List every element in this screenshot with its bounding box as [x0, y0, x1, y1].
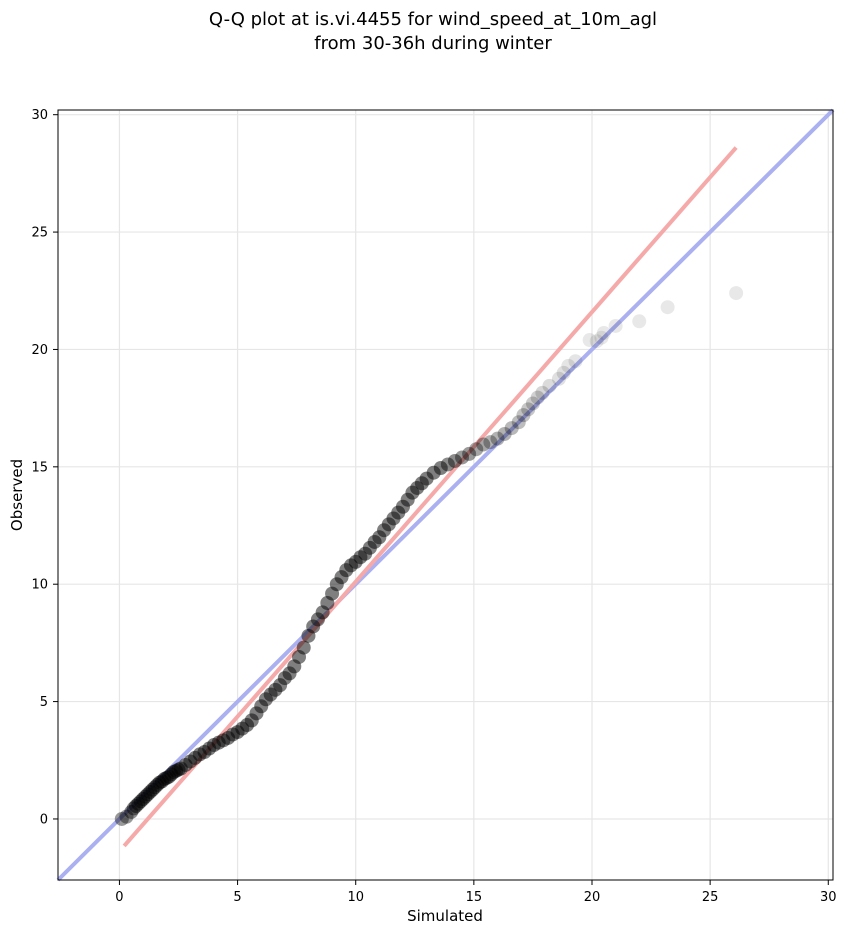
reference-lines: [56, 108, 835, 882]
y-axis-ticks: 0 5 10 15 20 25 30: [31, 108, 58, 827]
data-point: [469, 442, 484, 457]
x-tick-label: 0: [115, 890, 123, 905]
data-point: [455, 450, 470, 465]
grid-lines: [58, 110, 833, 880]
x-axis-label: Simulated: [407, 907, 483, 925]
data-point: [476, 437, 491, 452]
data-point: [582, 333, 597, 348]
x-axis-ticks: 0 5 10 15 20 25 30: [115, 880, 837, 905]
data-point: [556, 365, 571, 380]
x-tick-label: 10: [347, 890, 364, 905]
x-tick-label: 5: [233, 890, 241, 905]
data-point: [521, 402, 536, 417]
x-tick-label: 25: [702, 890, 719, 905]
plot-frame: [57, 109, 834, 881]
y-tick-label: 25: [31, 226, 48, 241]
data-point: [462, 446, 477, 461]
data-point: [568, 354, 583, 369]
chart-title-line-2: from 30-36h during winter: [314, 33, 552, 54]
data-point: [542, 378, 557, 393]
x-tick-label: 30: [820, 890, 837, 905]
y-tick-label: 0: [40, 812, 48, 827]
data-point: [114, 811, 129, 826]
data-point: [535, 385, 550, 400]
x-tick-label: 20: [584, 890, 601, 905]
data-point: [447, 453, 462, 468]
data-points: [114, 286, 744, 826]
data-point: [561, 358, 576, 373]
data-point: [440, 457, 455, 472]
x-tick-label: 15: [466, 890, 483, 905]
y-tick-label: 20: [31, 343, 48, 358]
data-point: [632, 314, 647, 329]
data-point: [511, 415, 526, 430]
data-point: [504, 421, 519, 436]
y-tick-label: 10: [31, 578, 48, 593]
data-point: [296, 640, 311, 655]
fit-line: [122, 146, 738, 848]
data-point: [516, 408, 531, 423]
data-point: [596, 326, 611, 341]
y-tick-label: 5: [40, 695, 48, 710]
data-point: [660, 300, 675, 315]
data-point: [608, 318, 623, 333]
data-point: [497, 426, 512, 441]
data-point: [433, 461, 448, 476]
identity-line: [56, 108, 835, 882]
y-axis-label: Observed: [8, 459, 26, 531]
data-point: [483, 435, 498, 450]
data-point: [119, 809, 134, 824]
data-point: [551, 371, 566, 386]
data-point: [729, 286, 744, 301]
y-tick-label: 30: [31, 108, 48, 123]
data-point: [490, 431, 505, 446]
y-tick-label: 15: [31, 460, 48, 475]
data-point: [530, 390, 545, 405]
chart-title-line-1: Q-Q plot at is.vi.4455 for wind_speed_at…: [209, 9, 657, 30]
data-point: [589, 334, 604, 349]
data-point: [594, 330, 609, 345]
data-point: [525, 396, 540, 411]
